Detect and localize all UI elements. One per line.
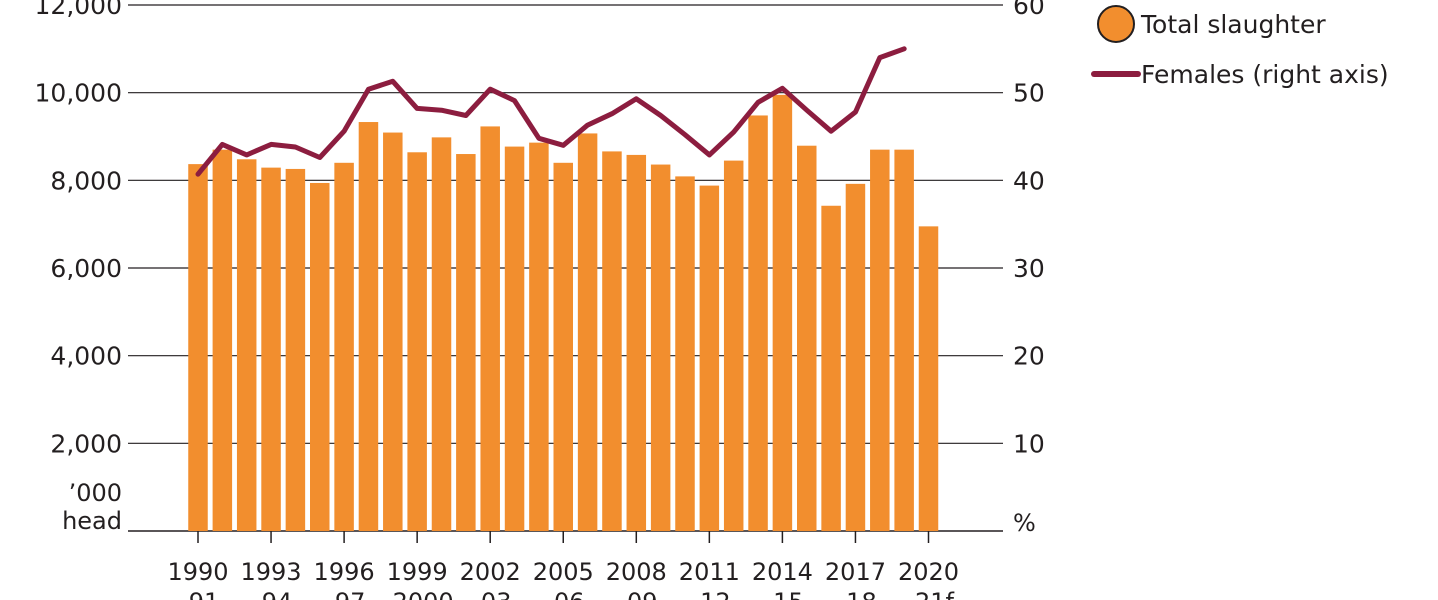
right-tick-label: 60 (1013, 0, 1045, 20)
left-tick-label: 2,000 (50, 429, 122, 458)
bar (748, 115, 768, 532)
x-tick-label: 2017 (825, 558, 886, 586)
females-line-layer (195, 46, 907, 177)
right-tick-label: 10 (1013, 429, 1045, 458)
right-tick-label: 50 (1013, 79, 1045, 108)
x-tick-label-suffix: –12 (688, 588, 731, 600)
left-tick-label: 6,000 (50, 254, 122, 283)
bar (529, 142, 549, 532)
bar (553, 162, 573, 532)
axis-tick-labels: 2,000 10 4,000 20 6,000 30 8,000 40 10,000 50 12,0… (35, 0, 1045, 458)
bar (675, 176, 695, 531)
right-tick-label: 30 (1013, 254, 1045, 283)
x-tick-label-suffix: –21f (903, 588, 955, 600)
x-tick-label-suffix: –06 (542, 588, 585, 600)
legend-bar-swatch (1097, 5, 1135, 43)
x-tick-label-suffix: –94 (250, 588, 293, 600)
bar (407, 152, 427, 531)
x-tick-label-suffix: –97 (323, 588, 366, 600)
bar (577, 133, 598, 531)
x-tick-label-suffix: –2000 (381, 588, 454, 600)
x-tick-label-suffix: –09 (615, 588, 658, 600)
x-tick-label: 2020 (898, 558, 959, 586)
legend: Total slaughter Females (right axis) (1091, 5, 1389, 89)
x-tick-label: 2011 (679, 558, 740, 586)
females-line (195, 46, 907, 177)
bars (188, 94, 939, 532)
legend-line-label: Females (right axis) (1141, 60, 1389, 89)
bar (285, 168, 306, 532)
bar (212, 149, 233, 531)
bar (504, 146, 525, 531)
x-tick-label-suffix: –18 (834, 588, 877, 600)
right-axis-unit: % (1013, 509, 1036, 537)
x-tick-label-suffix: –91 (177, 588, 220, 600)
bar (797, 145, 817, 531)
bar (821, 205, 841, 532)
bar (699, 185, 720, 532)
x-axis-labels: 1990 –91 1993 –94 1996 –97 1999 –2000 2002 –03 200… (167, 531, 959, 600)
left-tick-label: 8,000 (50, 166, 122, 195)
x-tick-label: 1996 (314, 558, 375, 586)
bar (310, 182, 330, 532)
bar (480, 126, 500, 531)
x-tick-label: 2002 (460, 558, 521, 586)
bar (334, 162, 354, 532)
x-tick-label: 1999 (387, 558, 448, 586)
x-tick-label: 1993 (241, 558, 302, 586)
bar (383, 132, 403, 531)
bar (358, 122, 379, 531)
x-tick-label: 2005 (533, 558, 594, 586)
bar (918, 226, 939, 531)
x-tick-label-suffix: –03 (469, 588, 512, 600)
bar (626, 154, 647, 531)
legend-bar-label: Total slaughter (1140, 10, 1326, 39)
left-axis-unit-line2: head (62, 507, 122, 535)
x-tick-label: 2008 (606, 558, 667, 586)
bar (602, 151, 622, 532)
right-tick-label: 40 (1013, 166, 1045, 195)
left-axis-unit-line1: ’000 (69, 479, 122, 507)
right-tick-label: 20 (1013, 342, 1045, 371)
x-tick-label: 2014 (752, 558, 813, 586)
left-tick-label: 12,000 (35, 0, 122, 20)
bar (650, 164, 671, 531)
bar (188, 164, 208, 532)
bar (723, 160, 744, 531)
bar (261, 167, 281, 531)
bar (236, 159, 257, 531)
bar (456, 154, 476, 532)
bar (870, 149, 890, 531)
left-tick-label: 10,000 (35, 79, 122, 108)
left-tick-label: 4,000 (50, 342, 122, 371)
x-tick-label-suffix: –15 (761, 588, 804, 600)
bar (772, 94, 793, 531)
bar (845, 183, 866, 531)
x-tick-label: 1990 (167, 558, 228, 586)
bar (431, 137, 452, 532)
bar (894, 149, 914, 531)
